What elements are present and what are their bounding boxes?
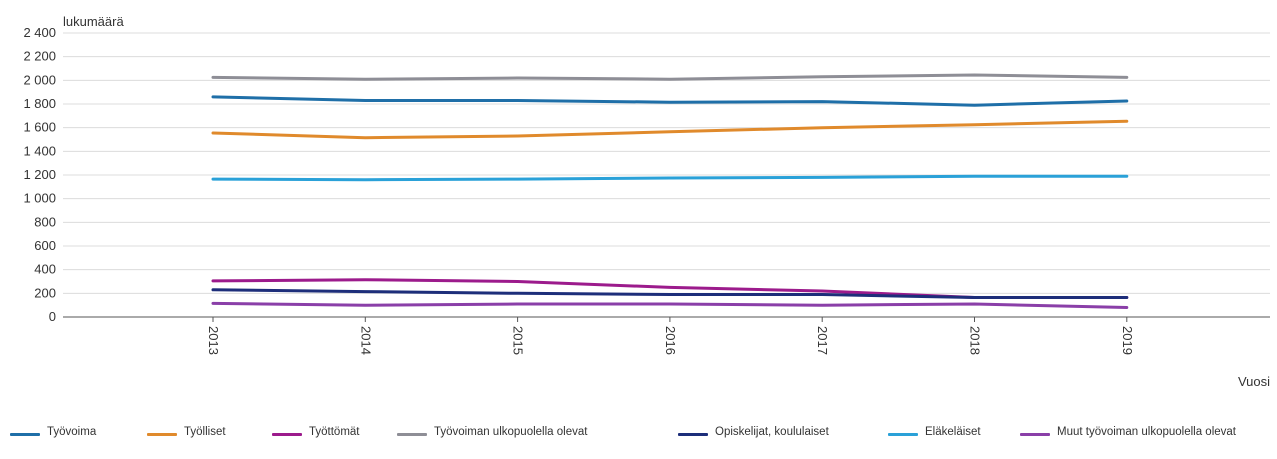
y-tick-label: 1 200 [23, 167, 56, 182]
x-tick-label: 2013 [206, 326, 221, 355]
y-tick-label: 200 [34, 285, 56, 300]
legend-item[interactable]: Eläkeläiset [888, 426, 1013, 438]
legend-label: Työvoima [47, 426, 97, 438]
legend-swatch [147, 433, 177, 436]
x-tick-label: 2014 [358, 326, 373, 355]
y-tick-label: 0 [49, 309, 56, 324]
legend-item[interactable]: Työvoima [10, 426, 140, 438]
legend-swatch [678, 433, 708, 436]
line-chart: 0 200 400 600 800 1 000 1 200 1 400 1 600 1 800 2 … [23, 14, 1270, 389]
legend-item[interactable]: Työvoiman ulkopuolella olevat [397, 426, 667, 438]
y-tick-label: 1 000 [23, 191, 56, 206]
y-tick-label: 800 [34, 214, 56, 229]
legend-label: Työlliset [184, 426, 226, 438]
x-tick-label: 2018 [968, 326, 983, 355]
x-tick-label: 2016 [663, 326, 678, 355]
legend-label: Opiskelijat, koululaiset [715, 426, 829, 438]
legend-swatch [397, 433, 427, 436]
y-tick-label: 2 400 [23, 25, 56, 40]
y-axis-ticks: 0 200 400 600 800 1 000 1 200 1 400 1 600 1 800 2 … [23, 25, 56, 324]
y-tick-label: 1 600 [23, 120, 56, 135]
series-line-4 [211, 73, 1129, 81]
series-lines [211, 73, 1129, 309]
legend-swatch [272, 433, 302, 436]
legend-item[interactable]: Opiskelijat, koululaiset [678, 426, 878, 438]
legend-swatch [10, 433, 40, 436]
series-line-7 [211, 301, 1129, 309]
legend-label: Työttömät [309, 426, 360, 438]
legend-label: Työvoiman ulkopuolella olevat [434, 426, 588, 438]
chart-legend: Työvoima Työlliset Työttömät Työvoiman ulko… [10, 426, 1272, 458]
legend-label: Muut työvoiman ulkopuolella olevat [1057, 426, 1236, 438]
legend-swatch [888, 433, 918, 436]
legend-item[interactable]: Muut työvoiman ulkopuolella olevat [1020, 426, 1272, 438]
y-tick-label: 2 200 [23, 49, 56, 64]
y-tick-label: 2 000 [23, 72, 56, 87]
x-tick-label: 2015 [511, 326, 526, 355]
y-tick-label: 1 400 [23, 143, 56, 158]
series-line-1 [211, 95, 1129, 107]
y-axis-title: lukumäärä [63, 14, 124, 29]
y-tick-label: 600 [34, 238, 56, 253]
y-tick-label: 400 [34, 262, 56, 277]
legend-label: Eläkeläiset [925, 426, 981, 438]
series-line-5 [211, 288, 1129, 299]
series-line-6 [211, 174, 1129, 182]
series-line-2 [211, 119, 1129, 140]
legend-item[interactable]: Työlliset [147, 426, 267, 438]
y-tick-label: 1 800 [23, 96, 56, 111]
legend-item[interactable]: Työttömät [272, 426, 392, 438]
x-axis-ticks: 2013 2014 2015 2016 2017 2018 2019 [206, 317, 1135, 355]
x-axis-title: Vuosi [1238, 374, 1270, 389]
legend-swatch [1020, 433, 1050, 436]
x-tick-label: 2019 [1120, 326, 1135, 355]
x-tick-label: 2017 [815, 326, 830, 355]
